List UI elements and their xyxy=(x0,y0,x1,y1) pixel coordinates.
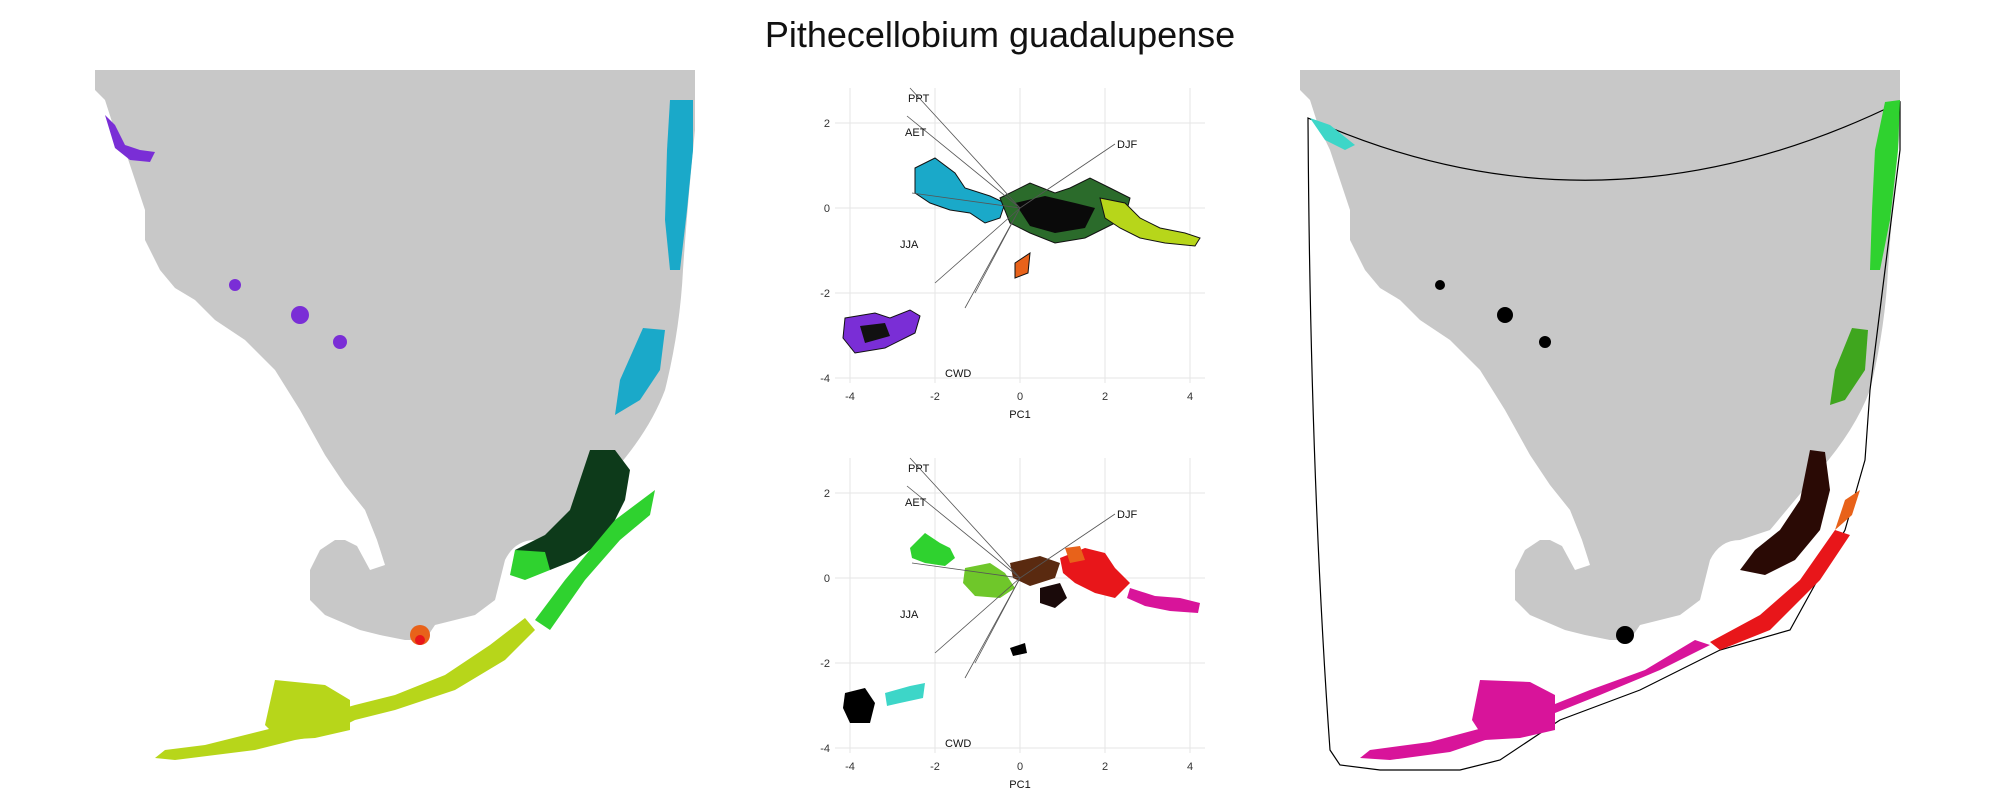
vectors xyxy=(906,87,1116,309)
green-keys xyxy=(535,490,655,630)
purple-dot-3 xyxy=(333,335,347,349)
cyan-region-nw xyxy=(1310,118,1355,150)
cloud-light-green xyxy=(963,563,1015,598)
left-map xyxy=(95,70,695,760)
magenta-keys xyxy=(1360,640,1710,760)
vectors xyxy=(906,457,1116,679)
pca-plot-bottom: -4 -2 0 2 4 2 0 -2 -4 PC1 PC2 PPT AET DJ… xyxy=(815,457,1205,791)
cyan-region-se xyxy=(615,328,665,415)
x-axis-label: PC1 xyxy=(1009,779,1030,791)
cyan-region-ne xyxy=(665,100,693,270)
cloud-black-sw xyxy=(843,688,875,723)
black-dot-3 xyxy=(1539,336,1551,348)
y-tick: -2 xyxy=(820,288,830,300)
cloud-orange xyxy=(1065,546,1085,563)
purple-region-nw xyxy=(105,115,155,162)
vector-label: AET xyxy=(905,127,927,139)
x-tick: 0 xyxy=(1017,761,1023,773)
y-tick: 2 xyxy=(824,488,830,500)
hull-yellow-green xyxy=(1099,197,1201,247)
cloud-cyan xyxy=(885,683,925,706)
vector-label: CWD xyxy=(945,368,971,380)
figure-title: Pithecellobium guadalupense xyxy=(764,14,1236,55)
x-tick: 2 xyxy=(1102,391,1108,403)
x-tick: -4 xyxy=(845,391,855,403)
hull-cyan xyxy=(914,157,1006,224)
cloud-green xyxy=(910,533,955,566)
hull-black-core xyxy=(1015,196,1095,233)
red-keys xyxy=(1710,530,1850,650)
yellow-green-cluster xyxy=(265,680,350,740)
red-dot-south xyxy=(415,635,425,645)
black-dot-south xyxy=(1616,626,1634,644)
x-tick-labels: -4 -2 0 2 4 xyxy=(845,761,1193,773)
green-region-keys-start xyxy=(510,550,550,580)
y-tick: 2 xyxy=(824,118,830,130)
cloud-black-small xyxy=(1010,643,1027,656)
y-tick: 0 xyxy=(824,573,830,585)
y-axis-label: PC2 xyxy=(815,597,816,618)
hull-orange xyxy=(1014,251,1031,279)
x-tick: -2 xyxy=(930,761,940,773)
green-region-se xyxy=(1830,328,1868,405)
florida-landmass xyxy=(95,70,695,640)
black-dot-2 xyxy=(1497,307,1513,323)
x-tick-labels: -4 -2 0 2 4 xyxy=(845,391,1193,403)
purple-dot-1 xyxy=(229,279,241,291)
yellow-green-keys xyxy=(155,618,535,760)
y-tick-labels: 2 0 -2 -4 xyxy=(820,488,830,755)
vector-label: DJF xyxy=(1117,509,1137,521)
y-tick: -4 xyxy=(820,743,830,755)
florida-landmass xyxy=(1300,70,1900,640)
vector-label: CWD xyxy=(945,738,971,750)
vector-label: JJA xyxy=(900,239,919,251)
y-axis-label: PC2 xyxy=(815,227,816,248)
y-tick: -2 xyxy=(820,658,830,670)
x-tick: 4 xyxy=(1187,391,1193,403)
y-tick: 0 xyxy=(824,203,830,215)
vector-label: PPT xyxy=(908,463,930,475)
black-dot-1 xyxy=(1435,280,1445,290)
cloud-magenta xyxy=(1127,588,1200,613)
vector-label: JJA xyxy=(900,609,919,621)
magenta-cluster xyxy=(1472,680,1555,740)
y-tick: -4 xyxy=(820,373,830,385)
x-tick: 2 xyxy=(1102,761,1108,773)
purple-dot-2 xyxy=(291,306,309,324)
dark-region-miami xyxy=(1740,450,1830,575)
vector-label: PPT xyxy=(908,93,930,105)
right-map xyxy=(1300,70,1901,771)
pca-plot-top: -4 -2 0 2 4 2 0 -2 -4 PC1 PC2 PPT AET DJ… xyxy=(815,87,1205,421)
x-tick: -4 xyxy=(845,761,855,773)
green-region-ne xyxy=(1870,100,1900,270)
x-tick: 4 xyxy=(1187,761,1193,773)
orange-keys xyxy=(1835,490,1860,530)
vector-label: AET xyxy=(905,497,927,509)
cloud-dark xyxy=(1040,583,1067,608)
cloud-brown xyxy=(1010,556,1060,586)
x-tick: -2 xyxy=(930,391,940,403)
x-axis-label: PC1 xyxy=(1009,409,1030,421)
vector-label: DJF xyxy=(1117,139,1137,151)
x-tick: 0 xyxy=(1017,391,1023,403)
y-tick-labels: 2 0 -2 -4 xyxy=(820,118,830,385)
hull-purple-black xyxy=(860,323,890,343)
